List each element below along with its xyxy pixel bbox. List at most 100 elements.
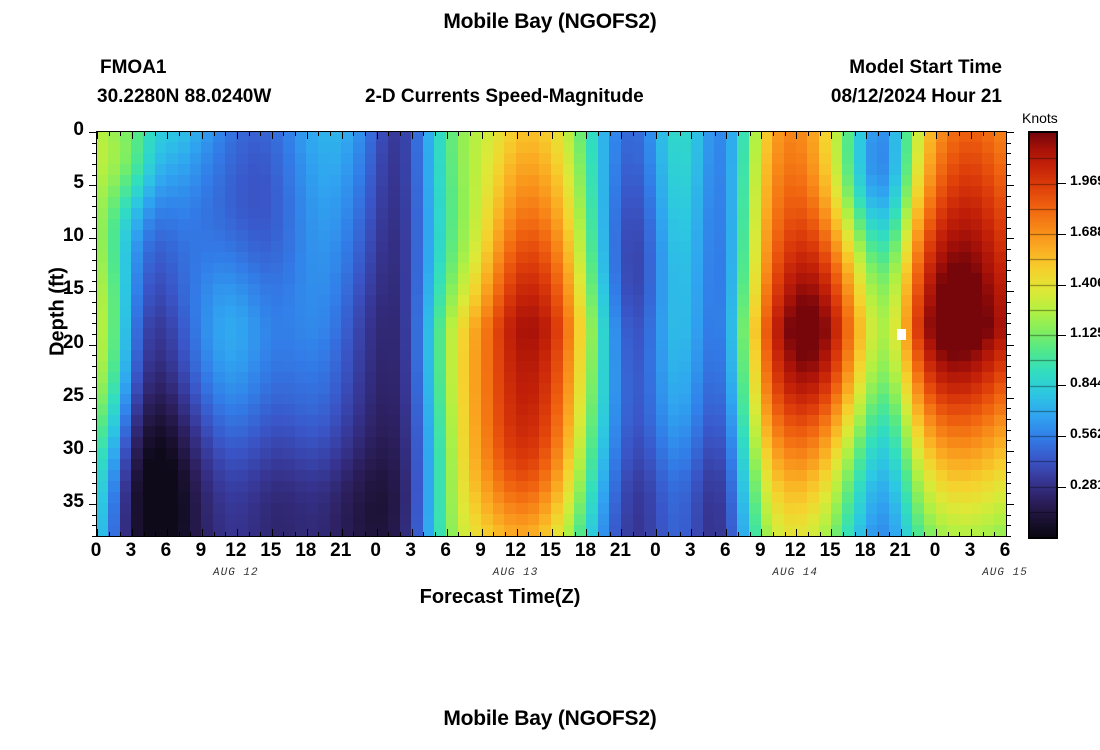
x-tick	[749, 132, 751, 136]
x-tick	[400, 132, 401, 136]
x-tick-top	[260, 532, 262, 536]
x-tick-top	[481, 529, 483, 536]
x-tick-top	[1006, 529, 1007, 536]
x-axis-tick-label: 9	[754, 540, 766, 561]
x-tick	[679, 132, 681, 136]
colorbar-tick-label: 1.125	[1070, 324, 1100, 340]
y-tick	[92, 472, 97, 474]
x-tick	[166, 132, 168, 139]
model-start-time-label: Model Start Time	[849, 57, 1002, 78]
x-axis-title: Forecast Time(Z)	[419, 586, 581, 608]
y-tick	[92, 355, 97, 357]
x-tick	[726, 132, 728, 139]
x-axis-tick-label: 3	[405, 540, 416, 561]
x-axis-date-label: AUG 13	[492, 567, 539, 579]
colorbar-tick-label: 1.406	[1070, 273, 1100, 290]
x-axis-tick-label: 15	[260, 540, 282, 561]
y-tick	[92, 227, 97, 229]
y-tick-right	[1006, 493, 1011, 495]
x-tick	[912, 132, 914, 136]
x-axis-tick-label: 6	[160, 540, 172, 561]
x-axis-tick-label: 12	[504, 540, 527, 561]
y-tick-right	[1006, 206, 1011, 208]
x-tick-top	[621, 529, 623, 536]
x-tick-top	[971, 529, 973, 536]
x-axis-tick-label: 3	[964, 540, 976, 561]
colorbar-tick-label: 1.969	[1070, 172, 1100, 189]
x-axis-tick-label: 6	[720, 540, 731, 561]
x-tick-top	[959, 532, 961, 536]
y-tick-right	[1006, 153, 1011, 155]
x-axis-tick-label: 9	[475, 540, 486, 561]
y-tick	[89, 291, 97, 293]
x-tick	[411, 132, 413, 139]
x-axis-tick-label: 21	[889, 540, 911, 561]
x-tick	[761, 132, 763, 139]
x-tick	[621, 132, 623, 139]
x-tick	[376, 132, 378, 139]
x-tick	[539, 132, 541, 136]
x-tick-top	[994, 532, 996, 536]
x-axis-tick-label: 18	[574, 540, 597, 561]
colorbar-tick	[1056, 183, 1066, 185]
y-tick	[92, 440, 97, 442]
x-tick	[271, 132, 273, 139]
x-tick-top	[213, 532, 215, 536]
y-tick	[92, 525, 97, 527]
y-axis-tick-label: 30	[62, 437, 84, 459]
x-axis-date-label: AUG 14	[772, 567, 819, 579]
y-tick-right	[1006, 163, 1011, 165]
x-tick-top	[469, 532, 471, 536]
x-tick-top	[796, 529, 798, 536]
y-tick-right	[1006, 525, 1011, 527]
x-tick	[819, 132, 821, 136]
x-tick	[388, 132, 390, 136]
y-tick	[92, 334, 97, 335]
y-tick-right	[1006, 334, 1011, 335]
x-tick-top	[388, 532, 390, 536]
y-axis-tick-label: 25	[62, 384, 84, 406]
y-tick-right	[1006, 238, 1014, 240]
x-tick	[306, 132, 308, 139]
x-axis-tick-label: 6	[999, 540, 1011, 561]
x-tick-top	[854, 532, 856, 536]
y-tick-right	[1006, 472, 1011, 474]
x-tick-top	[586, 529, 588, 536]
footer-title: Mobile Bay (NGOFS2)	[443, 707, 657, 730]
x-tick	[190, 132, 192, 136]
x-tick	[178, 132, 180, 136]
x-tick	[318, 132, 320, 136]
x-tick	[737, 132, 739, 136]
x-tick-top	[446, 529, 448, 536]
x-tick	[982, 132, 984, 136]
x-tick-top	[563, 532, 565, 536]
x-tick-top	[679, 532, 681, 536]
x-tick	[120, 132, 122, 136]
x-tick-top	[901, 529, 903, 536]
y-tick	[89, 397, 97, 399]
y-tick-right	[1006, 536, 1011, 537]
y-tick-right	[1006, 440, 1011, 442]
y-tick	[92, 387, 97, 389]
x-tick	[516, 132, 518, 139]
y-tick-right	[1006, 365, 1011, 367]
x-tick	[842, 132, 844, 136]
x-tick-top	[761, 529, 763, 536]
y-tick	[92, 280, 97, 282]
y-axis-tick-label: 0	[73, 119, 84, 140]
x-tick	[971, 132, 973, 139]
y-tick-right	[1006, 397, 1014, 399]
x-tick	[108, 132, 110, 136]
x-tick	[423, 132, 425, 136]
x-tick	[551, 132, 553, 139]
colorbar-tick	[1056, 233, 1066, 235]
x-axis-date-label: AUG 15	[982, 567, 1028, 579]
colorbar-tick-label: 0.844	[1070, 374, 1100, 391]
x-axis-tick-label: 21	[330, 540, 352, 561]
x-tick-top	[831, 529, 833, 536]
y-tick	[92, 429, 97, 431]
y-tick	[92, 493, 97, 495]
y-tick-right	[1006, 450, 1014, 452]
y-tick-right	[1006, 185, 1014, 187]
x-axis-tick-label: 21	[609, 540, 631, 561]
